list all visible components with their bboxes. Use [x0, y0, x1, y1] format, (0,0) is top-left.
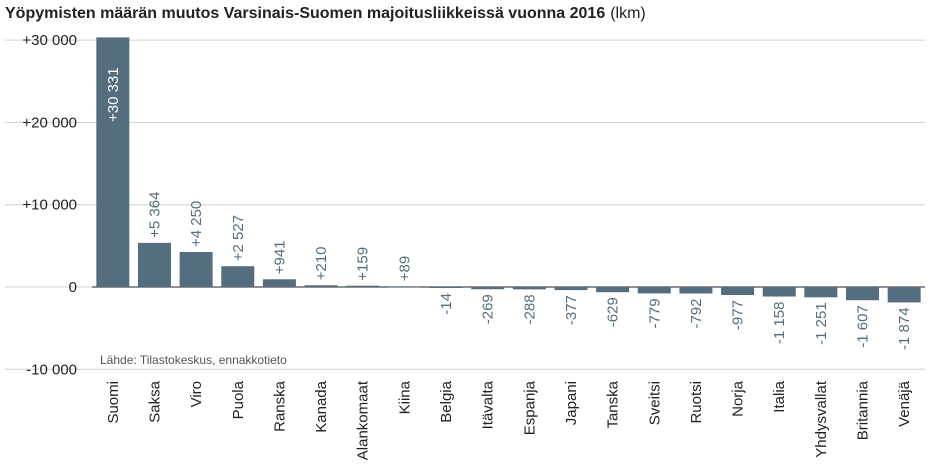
x-tick-label: Belgia	[438, 380, 455, 422]
data-label: +159	[355, 247, 372, 281]
y-tick-label: -10 000	[26, 361, 77, 378]
data-label: -269	[480, 294, 497, 324]
data-label: +941	[271, 240, 288, 274]
x-tick-label: Sveitsi	[646, 381, 663, 425]
chart-title: Yöpymisten määrän muutos Varsinais-Suome…	[5, 5, 646, 22]
bar-itävalta	[471, 287, 505, 290]
data-label: -377	[563, 295, 580, 325]
data-label: -14	[438, 293, 455, 315]
bar-kiina	[387, 286, 421, 288]
data-label: +89	[396, 256, 413, 281]
bar-saksa	[137, 242, 171, 287]
data-labels: +30 331 +5 364 +4 250 +2 527 +941 +210 +159 +89…	[105, 67, 913, 350]
bar-belgia	[429, 287, 463, 288]
x-tick-label: Britannia	[855, 380, 872, 440]
data-label: -629	[605, 297, 622, 327]
data-label: -1 874	[896, 307, 913, 350]
chart-title-unit: (lkm)	[610, 5, 646, 22]
data-label: -1 158	[771, 302, 788, 345]
bar-puola	[221, 266, 255, 287]
bar-tanska	[596, 287, 630, 293]
x-tick-label: Yhdysvallat	[813, 380, 830, 458]
bar-ranska	[262, 279, 296, 287]
y-tick-label: 0	[69, 279, 77, 296]
bar-ruotsi	[679, 287, 713, 294]
data-label: -977	[730, 300, 747, 330]
data-label: +2 527	[230, 215, 247, 261]
data-label: -792	[688, 299, 705, 329]
x-tick-label: Itävalta	[480, 380, 497, 429]
bars	[96, 37, 921, 303]
bar-suomi	[96, 37, 130, 287]
x-tick-label: Kiina	[396, 380, 413, 414]
data-label: -288	[521, 294, 538, 324]
y-axis-tick-labels: +30 000 +20 000 +10 000 0 -10 000	[22, 32, 77, 378]
y-tick-label: +30 000	[22, 32, 77, 49]
x-tick-label: Ruotsi	[688, 381, 705, 424]
chart-title-main: Yöpymisten määrän muutos Varsinais-Suome…	[5, 5, 605, 22]
data-label: +5 364	[146, 192, 163, 238]
data-label: -1 251	[813, 302, 830, 345]
x-tick-label: Kanada	[313, 380, 330, 432]
data-label: +210	[313, 246, 330, 280]
x-axis-tick-labels: Suomi Saksa Viro Puola Ranska Kanada Alankomaa…	[105, 380, 913, 460]
bar-norja	[721, 287, 755, 296]
bar-sveitsi	[637, 287, 671, 294]
source-note: Lähde: Tilastokeskus, ennakkotieto	[100, 353, 287, 367]
x-tick-label: Viro	[188, 381, 205, 407]
bar-espanja	[512, 287, 546, 290]
x-tick-label: Saksa	[146, 380, 163, 422]
bar-japani	[554, 287, 588, 291]
x-tick-label: Puola	[230, 380, 247, 419]
bar-viro	[179, 252, 213, 287]
x-tick-label: Tanska	[605, 380, 622, 428]
data-label: +4 250	[188, 201, 205, 247]
x-tick-label: Alankomaat	[355, 380, 372, 460]
data-label: -779	[646, 298, 663, 328]
bar-yhdysvallat	[804, 287, 838, 298]
bar-venäjä	[887, 287, 921, 303]
bar-kanada	[304, 285, 338, 287]
data-label: -1 607	[855, 305, 872, 348]
bar-alankomaat	[346, 285, 380, 287]
data-label: +30 331	[105, 67, 122, 122]
y-tick-label: +10 000	[22, 197, 77, 214]
x-tick-label: Japani	[563, 381, 580, 425]
x-tick-label: Espanja	[521, 380, 538, 435]
y-tick-label: +20 000	[22, 114, 77, 131]
x-tick-label: Ranska	[271, 380, 288, 432]
x-tick-label: Suomi	[105, 381, 122, 424]
bar-britannia	[846, 287, 880, 301]
bar-italia	[762, 287, 796, 297]
x-tick-label: Norja	[730, 380, 747, 417]
x-tick-label: Venäjä	[896, 380, 913, 427]
x-tick-label: Italia	[771, 380, 788, 412]
